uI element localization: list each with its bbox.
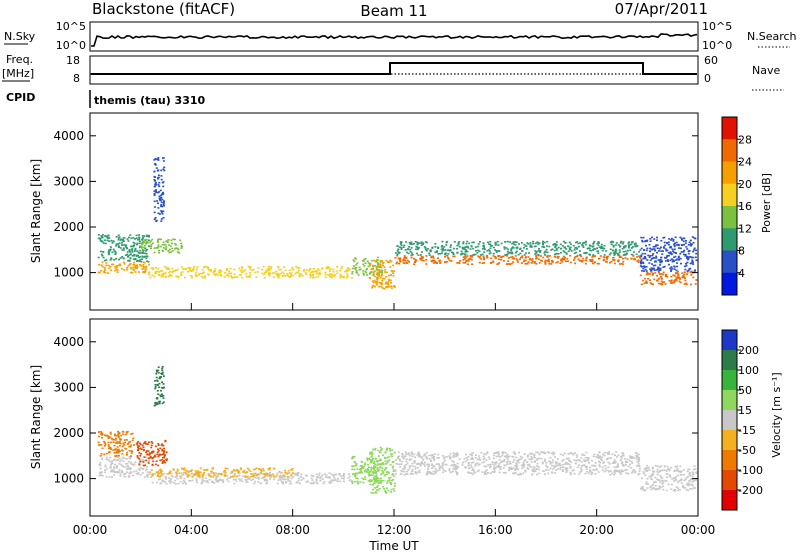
colorbar-segment (722, 228, 737, 251)
colorbar-segment (722, 390, 737, 411)
data-band-3 (153, 157, 166, 222)
velocity-y-axis-title: Slant Range [km] (29, 365, 43, 469)
colorbar-segment (722, 206, 737, 229)
colorbar-tick-label: -100 (738, 464, 763, 477)
freq-label: Freq. (6, 53, 33, 66)
x-tick-label: 00:00 (681, 523, 716, 537)
colorbar-tick-label: 4 (738, 267, 745, 280)
data-band-2 (135, 439, 168, 467)
power-plot-area (97, 157, 698, 290)
data-band-5 (149, 467, 295, 478)
y-tick-label: 4000 (53, 335, 84, 349)
freq-tick-high: 18 (66, 54, 80, 67)
data-band-5 (351, 256, 384, 277)
nsearch-tick-low: 10^0 (702, 39, 732, 52)
data-band-7 (368, 446, 396, 494)
data-band-0 (98, 455, 150, 478)
data-band-8 (394, 240, 642, 256)
x-axis-title: Time UT (368, 539, 419, 553)
cpid-label: CPID (6, 91, 35, 104)
colorbar-segment (722, 139, 737, 162)
x-tick-label: 12:00 (377, 523, 412, 537)
colorbar-tick-label: -15 (738, 424, 756, 437)
colorbar-segment (722, 350, 737, 371)
nave-label: Nave (752, 64, 780, 77)
nsky-panel-frame (89, 21, 699, 52)
y-tick-label: 2000 (53, 220, 84, 234)
beam-title: Beam 11 (360, 2, 427, 20)
station-title: Blackstone (fitACF) (92, 0, 235, 18)
colorbar-segment (722, 272, 737, 296)
cpid-text: themis (tau) 3310 (94, 94, 206, 107)
colorbar-segment (722, 410, 737, 431)
freq-trace (91, 62, 697, 75)
colorbar-segment (722, 470, 737, 491)
power-y-axis-title: Slant Range [km] (29, 159, 43, 263)
colorbar-tick-label: 16 (738, 200, 752, 213)
colorbar-frame (721, 329, 738, 511)
data-band-9 (639, 270, 698, 286)
nsky-label: N.Sky (4, 30, 36, 43)
colorbar-segment (722, 450, 737, 471)
colorbar-tick-label: -200 (738, 484, 763, 497)
colorbar-segment (722, 430, 737, 451)
data-band-8 (394, 451, 641, 476)
nave-tick-low: 0 (704, 72, 711, 85)
velocity-colorbar-title: Velocity [m s⁻¹] (770, 372, 783, 457)
data-band-10 (639, 236, 698, 272)
data-band-1 (97, 430, 135, 457)
y-tick-label: 3000 (53, 174, 84, 188)
colorbar-segment (722, 161, 737, 185)
data-band-0 (97, 261, 151, 274)
freq-panel-frame (89, 55, 699, 85)
colorbar-tick-label: 8 (738, 245, 745, 258)
colorbar-segment (722, 370, 737, 391)
colorbar-tick-label: 24 (738, 156, 752, 169)
data-band-7 (394, 254, 642, 266)
colorbar-tick-label: 28 (738, 133, 752, 146)
colorbar-segment (722, 490, 737, 511)
colorbar-segment (722, 183, 737, 207)
x-tick-label: 08:00 (275, 523, 310, 537)
freq-tick-low: 8 (73, 72, 80, 85)
power-panel-frame (89, 112, 699, 311)
nsky-trace (91, 33, 698, 47)
x-tick-label: 04:00 (174, 523, 209, 537)
colorbar-tick-label: 200 (738, 344, 759, 357)
y-tick-label: 3000 (53, 380, 84, 394)
nave-tick-high: 60 (704, 54, 718, 67)
colorbar-segment (722, 117, 737, 140)
x-tick-label: 16:00 (478, 523, 513, 537)
nsearch-label: N.Search (747, 30, 797, 43)
colorbar-tick-label: -50 (738, 444, 756, 457)
colorbar-tick-label: 100 (738, 364, 759, 377)
colorbar-segment (722, 250, 737, 274)
x-tick-label: 20:00 (579, 523, 614, 537)
colorbar-tick-label: 20 (738, 178, 752, 191)
power-colorbar-title: Power [dB] (760, 173, 773, 233)
y-tick-label: 4000 (53, 129, 84, 143)
colorbar-segment (722, 330, 737, 351)
data-band-2 (138, 238, 183, 254)
data-band-4 (148, 265, 353, 279)
date-title: 07/Apr/2011 (615, 0, 708, 18)
colorbar-tick-label: 15 (738, 404, 752, 417)
freq-unit-label: [MHz] (2, 67, 34, 80)
data-band-6 (368, 259, 396, 290)
data-band-9 (640, 464, 698, 492)
y-tick-label: 2000 (53, 426, 84, 440)
colorbar-tick-label: 50 (738, 384, 752, 397)
colorbar-tick-label: 12 (738, 222, 752, 235)
nsky-tick-low: 10^0 (56, 39, 86, 52)
y-tick-label: 1000 (53, 266, 84, 280)
nsearch-tick-high: 10^5 (702, 20, 732, 33)
nsky-tick-high: 10^5 (56, 20, 86, 33)
x-tick-label: 00:00 (73, 523, 108, 537)
y-tick-label: 1000 (53, 472, 84, 486)
data-band-1 (97, 234, 150, 263)
data-band-3 (153, 365, 165, 407)
velocity-plot-area (97, 365, 698, 494)
